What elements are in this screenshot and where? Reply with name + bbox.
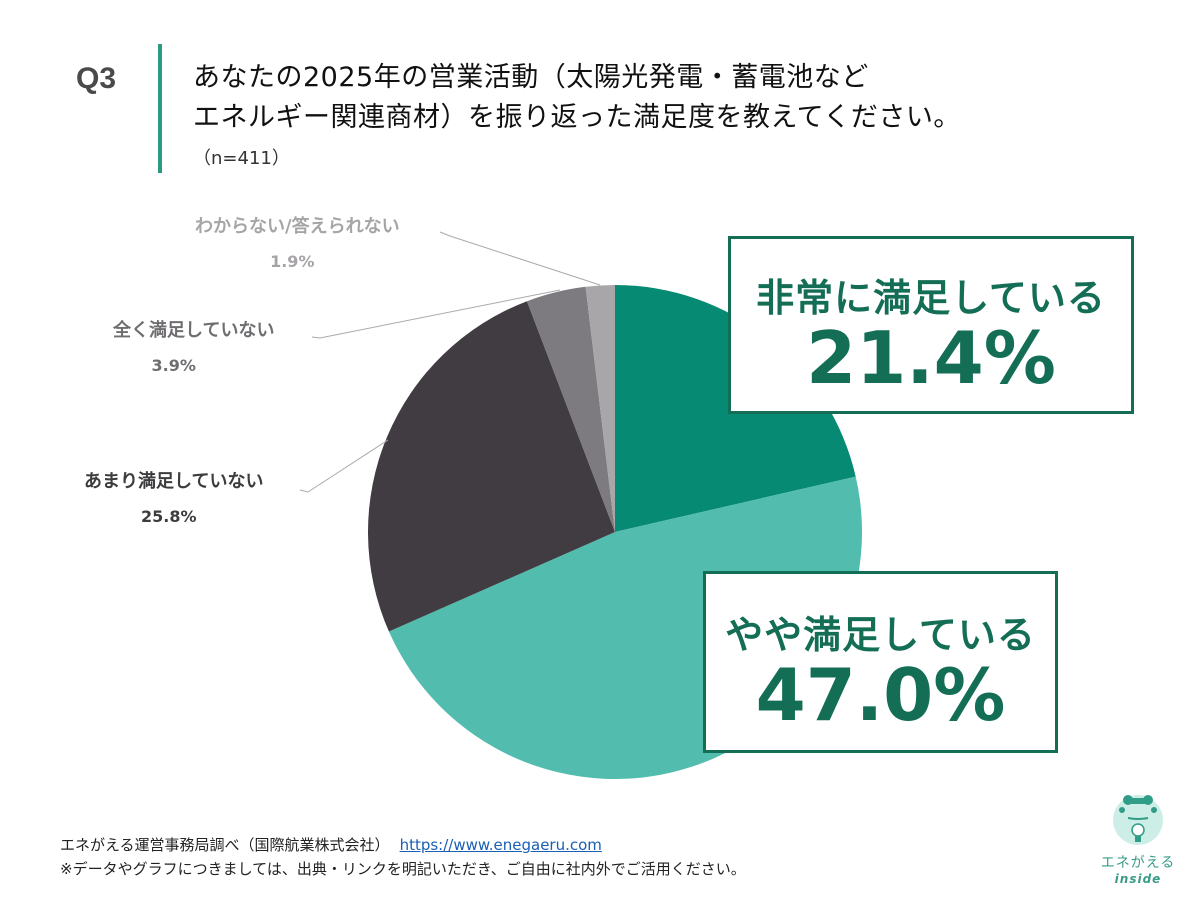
page-title: あなたの2025年の営業活動（太陽光発電・蓄電池など エネルギー関連商材）を振り…: [193, 58, 961, 138]
label-unknown-text: わからない/答えられない: [195, 216, 400, 237]
source-text: エネがえる運営事務局調べ（国際航業株式会社）: [60, 836, 390, 854]
usage-note: ※データやグラフにつきましては、出典・リンクを明記いただき、ご自由に社内外でご活…: [60, 860, 746, 878]
accent-divider: [158, 44, 162, 173]
label-not-very-text: あまり満足していない: [84, 471, 264, 492]
callout-somewhat-satisfied: やや満足している 47.0%: [703, 571, 1058, 753]
label-not-at-all-text: 全く満足していない: [113, 320, 275, 341]
title-line-1: あなたの2025年の営業活動（太陽光発電・蓄電池など: [193, 62, 869, 93]
sample-size: （n=411）: [193, 148, 290, 169]
pie-slice-not-at-all-satisfied: [526, 286, 615, 532]
source-link[interactable]: https://www.enegaeru.com: [399, 836, 602, 854]
callout-very-satisfied-label: 非常に満足している: [756, 276, 1106, 320]
leader-line-not-very: [299, 439, 389, 493]
callout-somewhat-satisfied-value: 47.0%: [755, 653, 1006, 737]
pie-slice-not-very-satisfied: [367, 301, 615, 632]
callout-somewhat-satisfied-label: やや満足している: [725, 613, 1036, 657]
logo-sub-text: inside: [1114, 872, 1162, 886]
logo-brand-text: エネがえる: [1100, 855, 1176, 871]
callout-very-satisfied: 非常に満足している 21.4%: [728, 236, 1134, 414]
label-not-very-value: 25.8%: [140, 507, 197, 526]
frog-bulb-icon: [1113, 795, 1163, 845]
callout-very-satisfied-value: 21.4%: [806, 316, 1056, 400]
brand-logo: エネがえる inside: [1098, 790, 1178, 886]
leader-line-unknown: [439, 231, 601, 286]
label-unknown: わからない/答えられない 1.9%: [195, 212, 400, 271]
label-not-very: あまり満足していない 25.8%: [84, 467, 263, 526]
title-line-2: エネルギー関連商材）を振り返った満足度を教えてください。: [193, 102, 961, 133]
label-not-at-all-value: 3.9%: [151, 356, 196, 375]
leader-line-not-at-all: [311, 289, 561, 339]
label-unknown-value: 1.9%: [270, 252, 315, 271]
pie-slice-unknown: [585, 285, 615, 532]
question-number: Q3: [76, 62, 117, 95]
footer: エネがえる運営事務局調べ（国際航業株式会社） https://www.enegae…: [60, 833, 746, 881]
leader-lines: [299, 231, 601, 493]
label-not-at-all: 全く満足していない 3.9%: [113, 316, 274, 375]
